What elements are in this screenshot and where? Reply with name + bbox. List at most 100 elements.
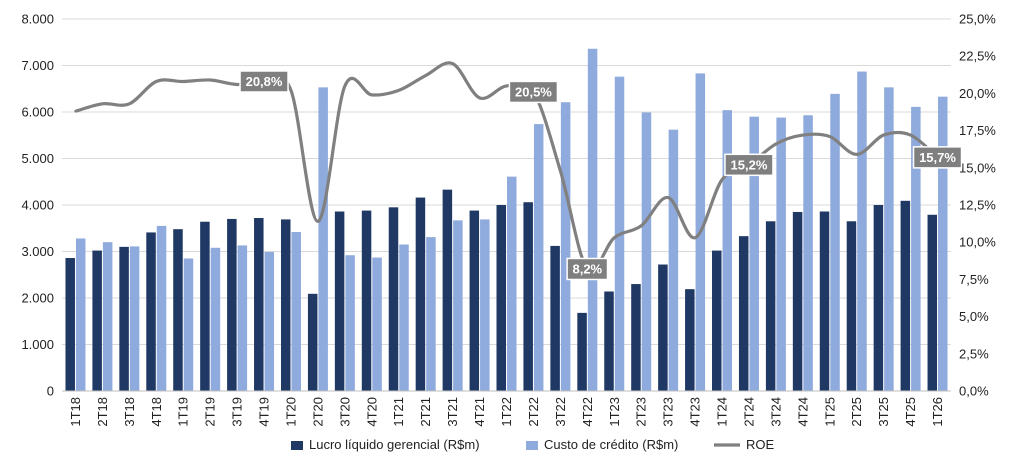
roe-point-3t19: [235, 83, 239, 86]
y-left-tick-label: 0: [47, 384, 54, 399]
bar-lucro-4t21: [469, 210, 480, 391]
axes: 0 1.000 2.000 3.000 4.000 5.000 6.000 7.000 8.00…: [21, 12, 996, 427]
bar-custo-3t20: [345, 255, 355, 391]
x-tick-label-2t20: 2T20: [310, 397, 325, 427]
bar-lucro-3t22: [550, 245, 560, 391]
roe-point-2t19: [208, 78, 212, 82]
x-tick-label-1t25: 1T25: [822, 397, 837, 427]
y-left-tick-label: 7.000: [21, 58, 54, 73]
roe-point-3t18: [128, 102, 131, 106]
x-tick-label-2t19: 2T19: [203, 397, 218, 427]
x-tick-label-3t25: 3T25: [876, 397, 891, 427]
bar-custo-4t20: [372, 257, 382, 391]
y-left-tick-label: 1.000: [21, 337, 54, 352]
roe-point-2t23: [639, 224, 643, 228]
x-tick-label-2t25: 2T25: [849, 397, 864, 427]
bar-custo-2t22: [533, 124, 544, 391]
bar-custo-3t24: [776, 117, 786, 391]
roe-point-3t25: [882, 133, 885, 137]
roe-point-4t24: [801, 133, 805, 137]
y-right-tick-label: 17,5%: [959, 123, 996, 138]
callout-label: 8,2%: [572, 261, 602, 276]
roe-callout-4t22: 8,2%: [566, 257, 609, 281]
x-tick-label-4t21: 4T21: [472, 397, 487, 427]
bar-custo-1t22: [507, 176, 517, 391]
callout-label: 15,7%: [919, 150, 956, 165]
bar-lucro-4t19: [254, 218, 264, 391]
bar-lucro-2t24: [738, 236, 749, 391]
roe-point-1t22: [505, 84, 508, 88]
roe-point-1t18: [74, 110, 77, 113]
roe-callout-2t24: 15,2%: [724, 153, 774, 177]
roe-point-3t23: [666, 196, 670, 199]
x-tick-label-1t22: 1T22: [499, 397, 514, 427]
legend-item-roe: ROE: [714, 437, 775, 452]
callout-box: [239, 70, 289, 93]
roe-point-3t21: [451, 62, 454, 65]
annotations: 20,8% 20,5% 8,2% 15,2% 15,7%: [239, 70, 963, 281]
y-right-tick-label: 0,0%: [959, 384, 989, 399]
x-tick-label-1t23: 1T23: [607, 397, 622, 427]
bar-lucro-3t19: [227, 218, 237, 391]
x-tick-label-2t23: 2T23: [634, 397, 649, 427]
bar-lucro-2t19: [200, 221, 210, 391]
x-tick-label-1t26: 1T26: [930, 397, 945, 427]
legend: Lucro líquido gerencial (R$m) Custo de cr…: [291, 437, 775, 452]
x-tick-label-4t22: 4T22: [580, 397, 595, 427]
y-left-tick-label: 2.000: [21, 291, 54, 306]
y-left-tick-label: 8.000: [21, 12, 54, 27]
bar-lucro-4t25: [900, 200, 911, 391]
bars: [65, 48, 948, 392]
bar-custo-1t21: [399, 244, 409, 391]
bar-custo-4t18: [156, 225, 167, 391]
bar-lucro-3t25: [873, 205, 884, 391]
legend-label: Custo de crédito (R$m): [544, 437, 678, 452]
roe-callout-4t19: 20,8%: [239, 70, 289, 93]
legend-item-custo-de-cr-dito-r-m: Custo de crédito (R$m): [526, 437, 678, 452]
x-tick-label-3t21: 3T21: [445, 397, 460, 427]
x-tick-label-1t20: 1T20: [283, 397, 298, 427]
bar-lucro-4t20: [361, 210, 372, 391]
y-right-tick-label: 10,0%: [959, 235, 996, 250]
bar-lucro-3t20: [334, 211, 345, 391]
bar-custo-3t23: [668, 129, 679, 392]
bar-lucro-2t21: [415, 197, 426, 391]
bar-lucro-3t21: [442, 189, 453, 391]
bar-custo-1t20: [291, 231, 301, 391]
roe-point-2t18: [101, 102, 104, 106]
roe-point-2t25: [855, 153, 858, 156]
roe-point-1t20: [289, 89, 293, 92]
bar-lucro-2t20: [307, 293, 318, 391]
bar-lucro-1t24: [712, 250, 722, 391]
bar-lucro-1t21: [388, 207, 399, 391]
bar-custo-4t21: [480, 219, 490, 391]
y-right-tick-label: 20,0%: [959, 86, 996, 101]
legend-swatch: [526, 441, 538, 450]
bar-custo-2t21: [426, 237, 436, 391]
bar-lucro-4t18: [146, 232, 156, 391]
y-left-tick-label: 5.000: [21, 151, 54, 166]
x-tick-label-4t23: 4T23: [688, 397, 703, 427]
roe-point-4t23: [693, 236, 697, 239]
x-tick-label-4t25: 4T25: [903, 397, 918, 427]
y-right-tick-label: 15,0%: [959, 160, 996, 175]
callout-box: [724, 153, 774, 177]
roe-line: [75, 61, 939, 273]
x-tick-label-1t24: 1T24: [715, 397, 730, 427]
bar-custo-4t24: [803, 115, 813, 391]
y-right-tick-label: 5,0%: [959, 309, 989, 324]
bar-lucro-2t23: [631, 284, 641, 391]
bar-custo-3t21: [453, 220, 463, 391]
legend-label: Lucro líquido gerencial (R$m): [309, 437, 480, 452]
x-tick-label-2t21: 2T21: [418, 397, 433, 427]
bar-custo-4t25: [911, 106, 921, 391]
bar-custo-3t18: [129, 246, 140, 391]
y-right-tick-label: 22,5%: [959, 49, 996, 64]
bar-lucro-1t18: [65, 258, 75, 391]
bar-custo-4t19: [264, 251, 275, 391]
roe-point-4t21: [478, 96, 481, 100]
x-tick-label-3t20: 3T20: [337, 397, 352, 427]
bar-lucro-2t18: [92, 250, 102, 391]
x-tick-label-2t24: 2T24: [741, 397, 756, 427]
